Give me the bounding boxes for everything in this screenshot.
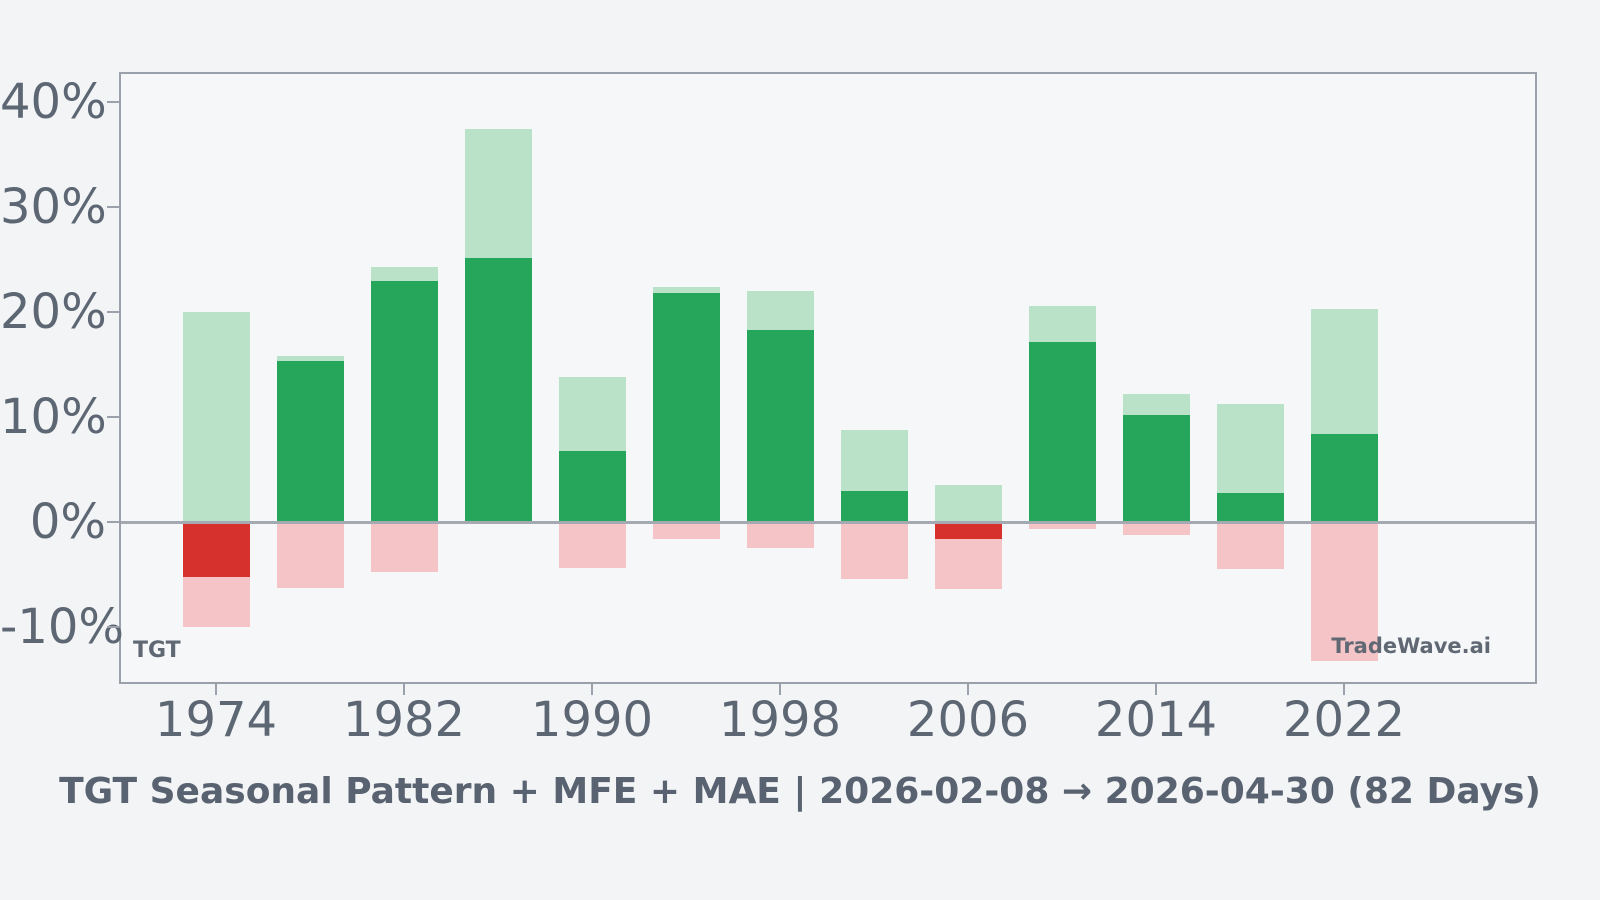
close-bar-1998 — [746, 329, 814, 522]
y-tick-label: 20% — [0, 284, 107, 340]
y-tick-mark — [107, 311, 119, 313]
mae-bar-1982 — [370, 522, 438, 573]
close-bar-1990 — [558, 450, 626, 522]
close-bar-2006 — [934, 522, 1002, 539]
close-bar-2014 — [1122, 414, 1190, 522]
x-tick-mark — [967, 684, 969, 695]
chart-title: TGT Seasonal Pattern + MFE + MAE | 2026-… — [59, 771, 1541, 812]
x-tick-mark — [403, 684, 405, 695]
y-tick-label: -10% — [0, 599, 125, 655]
x-tick-label: 2006 — [906, 692, 1030, 748]
y-tick-label: 0% — [29, 494, 106, 550]
y-tick-mark — [107, 206, 119, 208]
y-tick-label: 40% — [0, 74, 107, 130]
zero-line — [121, 521, 1535, 524]
mfe-bar-1974 — [182, 312, 250, 522]
x-tick-mark — [1155, 684, 1157, 695]
close-bar-2022 — [1310, 433, 1378, 522]
mae-bar-2010 — [1028, 522, 1096, 530]
x-tick-label: 1982 — [342, 692, 466, 748]
x-tick-label: 1990 — [530, 692, 654, 748]
mae-bar-2022 — [1310, 522, 1378, 661]
x-tick-mark — [1343, 684, 1345, 695]
y-tick-mark — [107, 521, 119, 523]
x-tick-mark — [779, 684, 781, 695]
plot-area: TGT TradeWave.ai — [119, 72, 1537, 684]
brand-watermark: TradeWave.ai — [1331, 634, 1491, 658]
x-tick-label: 1974 — [154, 692, 278, 748]
mae-bar-2002 — [840, 522, 908, 579]
x-tick-mark — [591, 684, 593, 695]
x-tick-label: 1998 — [718, 692, 842, 748]
mae-bar-2014 — [1122, 522, 1190, 535]
y-tick-mark — [107, 416, 119, 418]
mae-bar-1990 — [558, 522, 626, 569]
x-tick-label: 2014 — [1094, 692, 1218, 748]
close-bar-2002 — [840, 490, 908, 522]
mae-bar-1994 — [652, 522, 720, 539]
x-tick-label: 2022 — [1282, 692, 1406, 748]
mae-bar-1998 — [746, 522, 814, 549]
close-bar-1994 — [652, 293, 720, 522]
close-bar-1982 — [370, 280, 438, 522]
y-tick-label: 30% — [0, 179, 107, 235]
close-bar-2018 — [1216, 492, 1284, 522]
y-tick-label: 10% — [0, 389, 107, 445]
close-bar-1986 — [464, 258, 532, 522]
close-bar-1978 — [276, 361, 344, 522]
mae-bar-1978 — [276, 522, 344, 589]
y-tick-mark — [107, 626, 119, 628]
close-bar-2010 — [1028, 342, 1096, 522]
ticker-watermark: TGT — [133, 638, 181, 663]
y-tick-mark — [107, 101, 119, 103]
x-tick-mark — [215, 684, 217, 695]
close-bar-1974 — [182, 522, 250, 577]
mae-bar-2018 — [1216, 522, 1284, 570]
mfe-bar-2006 — [934, 485, 1002, 522]
